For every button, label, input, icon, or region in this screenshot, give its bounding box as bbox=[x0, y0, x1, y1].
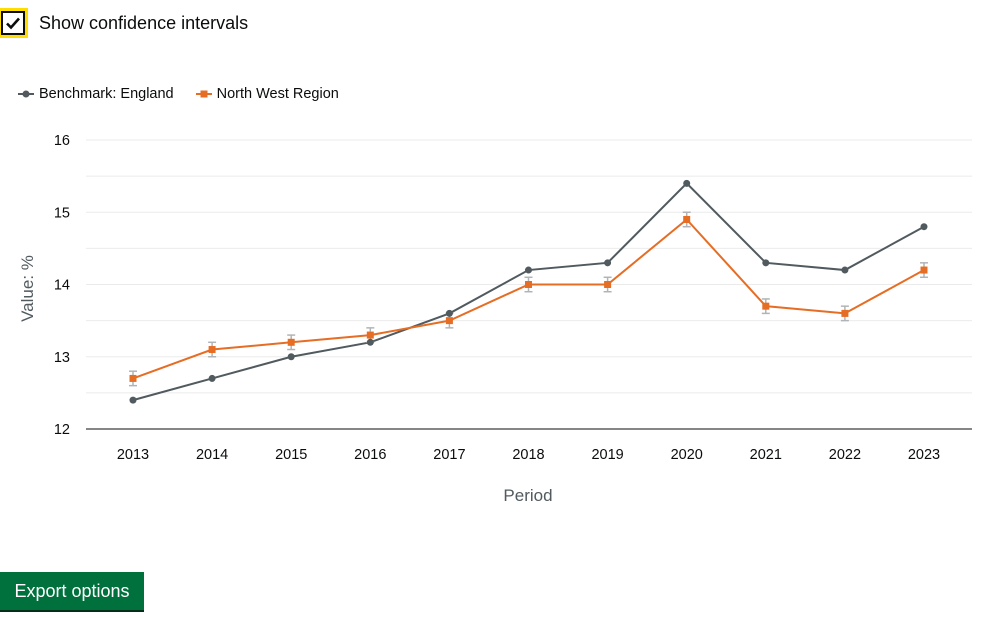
y-tick-label: 12 bbox=[54, 422, 70, 438]
data-point-circle bbox=[445, 309, 453, 317]
x-axis-title: Period bbox=[503, 486, 552, 505]
data-point-square bbox=[920, 266, 928, 274]
x-tick-label: 2018 bbox=[512, 447, 544, 463]
data-point-square bbox=[445, 317, 453, 325]
checkmark-icon bbox=[6, 17, 20, 30]
show-confidence-intervals-checkbox[interactable]: Show confidence intervals bbox=[0, 8, 248, 38]
legend-label: Benchmark: England bbox=[39, 86, 174, 102]
data-point-square bbox=[604, 281, 612, 288]
y-tick-label: 13 bbox=[54, 350, 70, 366]
x-tick-label: 2022 bbox=[829, 447, 861, 463]
y-axis-title: Value: % bbox=[18, 255, 37, 322]
x-tick-label: 2016 bbox=[354, 447, 386, 463]
data-point-square bbox=[287, 338, 295, 346]
data-point-circle bbox=[762, 259, 770, 267]
x-tick-label: 2013 bbox=[117, 447, 149, 463]
y-tick-label: 15 bbox=[54, 205, 70, 221]
data-point-circle bbox=[683, 179, 691, 187]
export-options-button[interactable]: Export options bbox=[0, 572, 144, 610]
data-point-circle bbox=[841, 266, 849, 274]
chart-legend: Benchmark: England North West Region bbox=[18, 86, 361, 102]
data-point-circle bbox=[920, 223, 928, 231]
data-point-square bbox=[129, 374, 137, 382]
y-tick-label: 16 bbox=[54, 133, 70, 149]
legend-item-north-west: North West Region bbox=[195, 86, 339, 102]
series-line bbox=[132, 218, 925, 380]
data-point-circle bbox=[208, 374, 216, 382]
x-tick-label: 2020 bbox=[671, 447, 703, 463]
data-point-circle bbox=[287, 353, 295, 361]
data-point-circle bbox=[129, 396, 137, 404]
x-tick-label: 2021 bbox=[750, 447, 782, 463]
data-point-circle bbox=[366, 338, 374, 346]
checkbox-label: Show confidence intervals bbox=[39, 12, 249, 33]
data-point-square bbox=[762, 302, 770, 310]
circle-marker-icon bbox=[18, 90, 34, 98]
y-tick-label: 14 bbox=[54, 278, 70, 294]
square-marker-icon bbox=[195, 90, 212, 98]
x-tick-label: 2023 bbox=[908, 447, 940, 463]
x-tick-label: 2019 bbox=[591, 447, 623, 463]
legend-label: North West Region bbox=[216, 86, 339, 102]
legend-item-england: Benchmark: England bbox=[18, 86, 174, 102]
data-point-square bbox=[841, 309, 849, 317]
data-point-circle bbox=[525, 266, 532, 274]
data-point-square bbox=[208, 346, 216, 354]
x-tick-label: 2014 bbox=[196, 447, 228, 463]
data-point-square bbox=[366, 331, 374, 339]
x-tick-label: 2015 bbox=[275, 447, 307, 463]
x-tick-label: 2017 bbox=[433, 447, 465, 463]
data-point-circle bbox=[604, 259, 612, 267]
line-chart: 12 13 14 15 16 2013 2014 2015 2016 2017 2018 2019 20… bbox=[18, 133, 972, 505]
checkbox-box[interactable] bbox=[0, 8, 28, 38]
data-point-square bbox=[683, 215, 691, 223]
data-point-square bbox=[525, 281, 532, 288]
